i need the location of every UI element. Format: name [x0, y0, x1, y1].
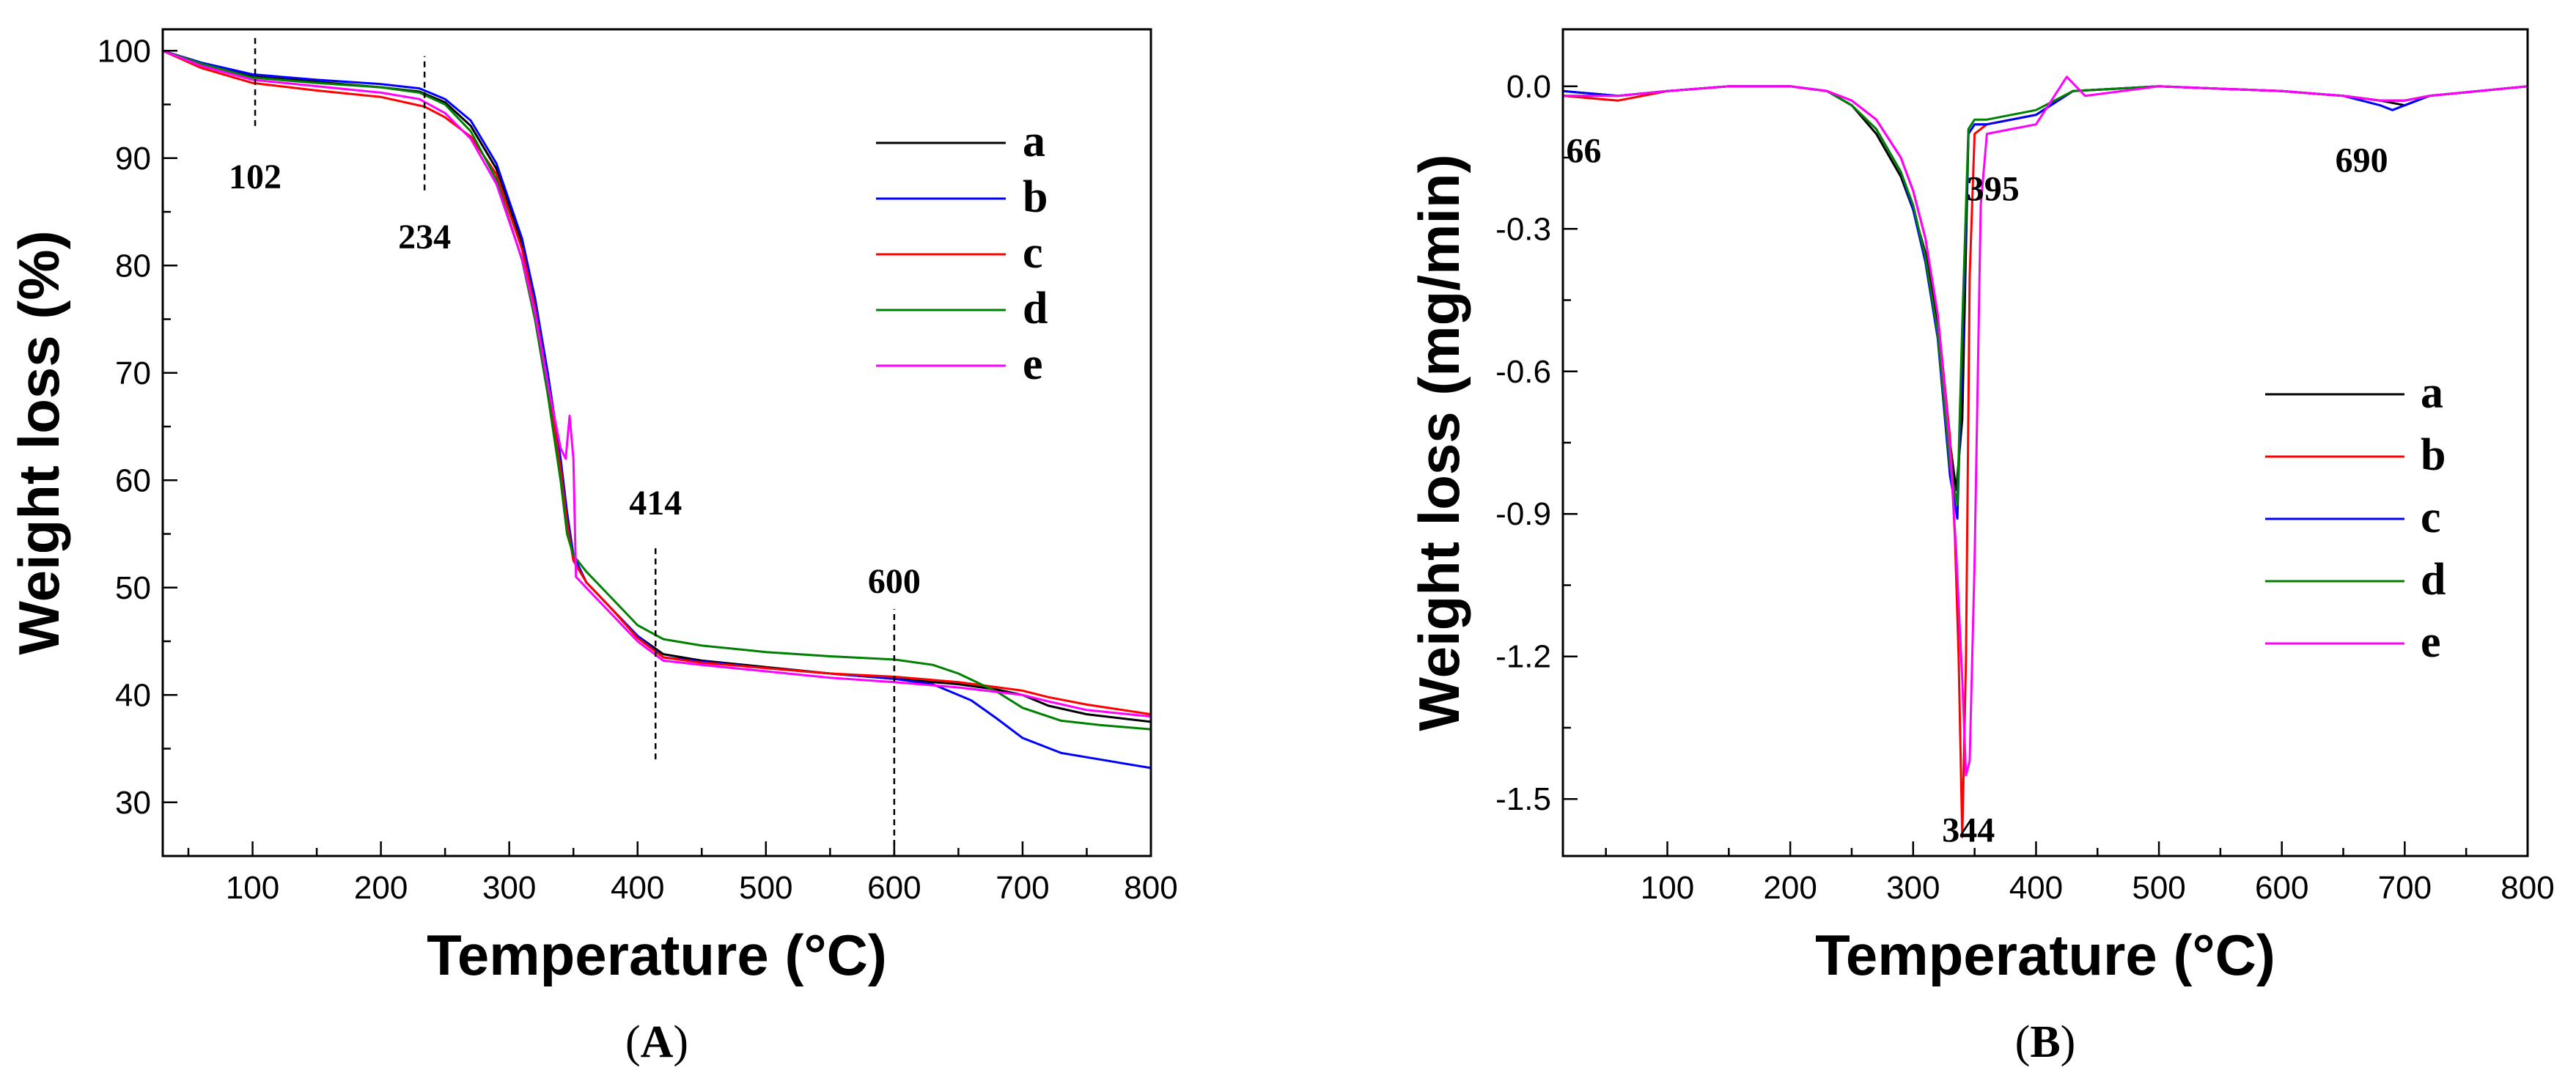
series-line-c — [163, 49, 1151, 716]
x-tick-label: 700 — [996, 870, 1049, 906]
y-tick-label: 50 — [115, 570, 151, 606]
x-tick-label: 300 — [1886, 870, 1940, 906]
y-tick-label: -1.2 — [1495, 639, 1551, 675]
y-tick-label: -0.9 — [1495, 496, 1551, 532]
legend-label-b: b — [2421, 430, 2446, 480]
legend-label-d: d — [2421, 555, 2446, 605]
panel-caption: (B) — [2015, 1017, 2076, 1067]
legend-label-a: a — [1023, 117, 1045, 166]
legend-label-e: e — [1023, 339, 1043, 389]
y-tick-label: 80 — [115, 248, 151, 284]
panel-caption: (A) — [625, 1017, 688, 1067]
y-axis-label: Weight loss (%) — [7, 230, 71, 654]
caption-open: ( — [625, 1017, 641, 1067]
y-tick-label: 40 — [115, 677, 151, 713]
panel-b-chart: 100 200 300 400 500 600 700 800 0.0 -0.3 -0.6 -0.9 -… — [1407, 28, 2555, 1067]
caption-letter: B — [2030, 1017, 2060, 1067]
x-axis-label: Temperature (°C) — [1815, 923, 2275, 987]
plot-lines — [163, 49, 1151, 770]
y-axis-label: Weight loss (mg/min) — [1407, 154, 1471, 731]
legend-label-d: d — [1023, 284, 1048, 333]
x-tick-label: 300 — [482, 870, 536, 906]
x-tick-label: 400 — [611, 870, 664, 906]
legend-label-a: a — [2421, 368, 2443, 418]
y-tick-label: 70 — [115, 355, 151, 391]
x-tick-label: 800 — [1124, 870, 1177, 906]
y-tick-label: 100 — [97, 33, 151, 69]
series-line-e — [1563, 75, 2528, 777]
caption-open: ( — [2015, 1017, 2031, 1067]
annotation-label-395: 395 — [1967, 169, 2020, 208]
x-tick-label: 600 — [2255, 870, 2308, 906]
x-tick-label: 200 — [354, 870, 408, 906]
plot-frame — [161, 28, 1152, 857]
annotation-label-66: 66 — [1566, 132, 1601, 171]
caption-letter: A — [641, 1017, 674, 1067]
x-tick-label: 600 — [867, 870, 921, 906]
y-tick-label: 60 — [115, 462, 151, 498]
series-line-a — [163, 49, 1151, 723]
annotation-label-690: 690 — [2336, 141, 2388, 180]
x-tick-label: 800 — [2500, 870, 2554, 906]
plot-lines — [1563, 75, 2528, 838]
series-line-e — [163, 49, 1151, 718]
x-tick-label: 100 — [1641, 870, 1694, 906]
y-tick-label: -0.3 — [1495, 211, 1551, 247]
y-tick-label: 30 — [115, 785, 151, 821]
x-tick-label: 400 — [2009, 870, 2063, 906]
caption-close: ) — [2061, 1017, 2076, 1067]
annotation-label-414: 414 — [629, 484, 682, 523]
annotation-label-102: 102 — [229, 158, 281, 196]
annotation-label-600: 600 — [868, 562, 921, 601]
annotation-label-344: 344 — [1942, 811, 1995, 850]
legend-label-e: e — [2421, 617, 2441, 667]
x-tick-label: 700 — [2378, 870, 2432, 906]
legend-label-c: c — [2421, 492, 2441, 542]
panel-a-chart: 100 200 300 400 500 600 700 800 30 40 50 60 70 80 90 10… — [7, 28, 1178, 1067]
y-tick-label: 0.0 — [1506, 69, 1551, 105]
series-line-d — [163, 49, 1151, 731]
y-tick-label: -0.6 — [1495, 354, 1551, 390]
series-line-b — [163, 49, 1151, 770]
annotation-label-234: 234 — [398, 218, 451, 257]
series-line-b — [1563, 85, 2528, 838]
x-tick-label: 200 — [1763, 870, 1817, 906]
x-axis-label: Temperature (°C) — [427, 923, 887, 987]
x-tick-label: 100 — [226, 870, 279, 906]
y-tick-label: -1.5 — [1495, 781, 1551, 817]
legend-label-c: c — [1023, 228, 1043, 278]
x-tick-label: 500 — [739, 870, 792, 906]
y-tick-label: 90 — [115, 141, 151, 177]
caption-close: ) — [673, 1017, 688, 1067]
legend-label-b: b — [1023, 172, 1048, 222]
x-tick-label: 500 — [2132, 870, 2185, 906]
